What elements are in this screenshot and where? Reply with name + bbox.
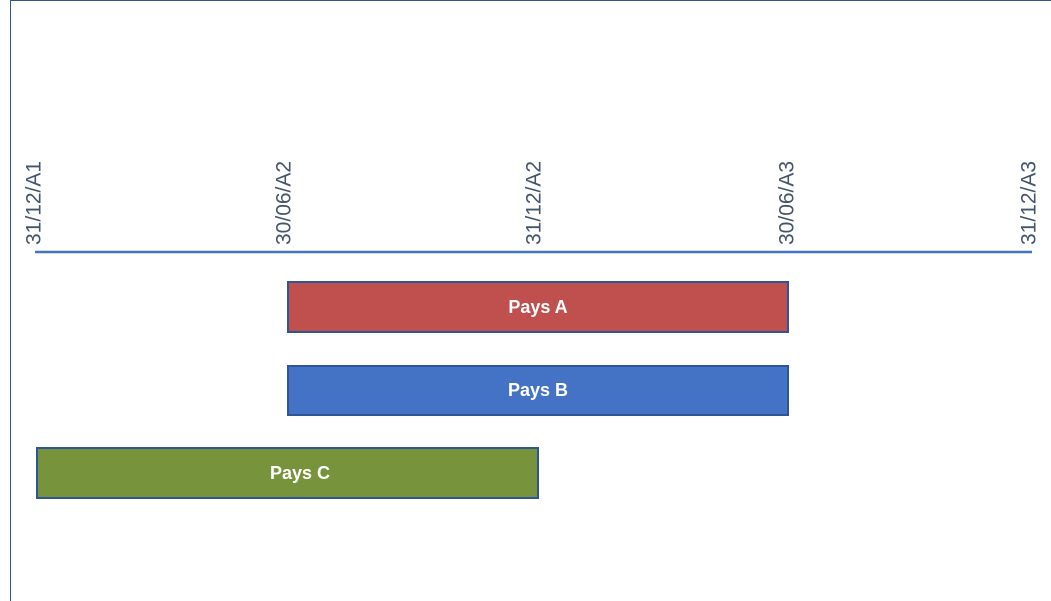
- date-label: 30/06/A3: [776, 161, 799, 245]
- date-label: 31/12/A1: [23, 161, 46, 245]
- date-label: 31/12/A2: [523, 161, 546, 245]
- date-label: 31/12/A3: [1018, 161, 1041, 245]
- bar-label: Pays C: [270, 463, 330, 483]
- date-label: 30/06/A2: [273, 161, 296, 245]
- period-bar: [287, 281, 789, 333]
- bar-label: Pays B: [508, 380, 568, 400]
- period-bar: [36, 447, 539, 499]
- period-bar: [287, 365, 789, 416]
- bar-label: Pays A: [508, 297, 567, 317]
